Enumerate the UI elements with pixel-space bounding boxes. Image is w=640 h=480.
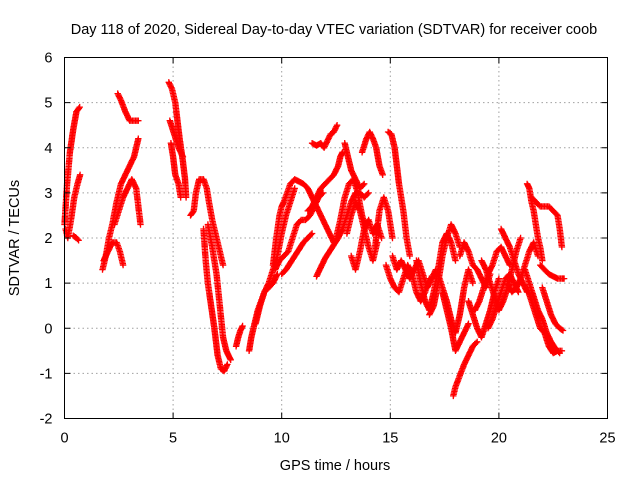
- data-point: [75, 237, 82, 244]
- data-point: [482, 265, 489, 272]
- data-point: [75, 105, 83, 112]
- data-point: [223, 362, 230, 369]
- data-point: [378, 234, 385, 242]
- data-point: [330, 128, 337, 136]
- data-point: [74, 235, 81, 243]
- x-tick-label: 0: [60, 431, 68, 447]
- x-tick-label: 10: [274, 431, 290, 447]
- data-point: [135, 135, 142, 142]
- data-point: [119, 261, 127, 269]
- data-point: [469, 279, 476, 287]
- data-point: [558, 243, 566, 251]
- data-point: [307, 231, 315, 238]
- data-point: [406, 252, 413, 260]
- data-point: [135, 117, 142, 124]
- data-point: [239, 322, 246, 330]
- data-point: [273, 272, 280, 279]
- x-tick-label: 25: [599, 431, 615, 447]
- data-point: [379, 171, 386, 178]
- y-tick-label: 5: [44, 96, 52, 112]
- y-tick-label: -2: [40, 412, 53, 428]
- y-tick-label: -1: [40, 366, 53, 382]
- data-point: [539, 257, 546, 264]
- data-point: [515, 288, 522, 296]
- data-point: [360, 181, 367, 189]
- data-point: [495, 275, 503, 282]
- axis-ticks: 0 5 10 15 20 25 -2 -1 0 1 2 3 4 5 6: [40, 51, 616, 447]
- data-point: [465, 320, 472, 327]
- data-point: [137, 221, 144, 228]
- data-point: [365, 189, 372, 197]
- data-point: [182, 194, 190, 201]
- y-tick-label: 2: [44, 231, 52, 247]
- data-point: [474, 338, 481, 345]
- data-point: [361, 180, 368, 187]
- data-point: [560, 275, 568, 282]
- data-point: [451, 229, 458, 236]
- x-tick-label: 15: [382, 431, 398, 447]
- x-tick-label: 20: [491, 431, 507, 447]
- data-point: [505, 242, 513, 249]
- x-axis-label: GPS time / hours: [280, 458, 390, 474]
- plot-area-border: [64, 57, 608, 419]
- data-point: [76, 103, 83, 111]
- data-point: [364, 190, 371, 198]
- y-tick-label: 4: [44, 141, 52, 157]
- data-point: [264, 281, 272, 288]
- data-point: [76, 171, 84, 178]
- data-point: [333, 122, 341, 129]
- data-point: [559, 327, 567, 334]
- chart-title: Day 118 of 2020, Sidereal Day-to-day VTE…: [71, 22, 598, 38]
- y-tick-label: 6: [44, 51, 52, 67]
- data-point: [333, 123, 340, 130]
- y-tick-label: 3: [44, 186, 52, 202]
- data-point: [472, 339, 480, 347]
- data-point: [179, 153, 187, 160]
- data-point: [227, 356, 234, 363]
- data-point: [291, 185, 298, 192]
- data-point: [117, 95, 124, 103]
- data-point: [308, 230, 316, 237]
- y-tick-label: 1: [44, 276, 52, 292]
- x-tick-label: 5: [169, 431, 177, 447]
- data-point: [219, 261, 227, 269]
- data-point: [452, 257, 459, 264]
- data-points: [61, 79, 568, 400]
- data-point: [177, 194, 184, 201]
- y-axis-label: SDTVAR / TECUs: [7, 180, 23, 296]
- y-tick-label: 0: [44, 321, 52, 337]
- data-point: [475, 299, 482, 306]
- data-point: [517, 234, 524, 242]
- data-point: [558, 326, 566, 333]
- data-point: [224, 361, 231, 368]
- data-point: [389, 234, 396, 242]
- data-point: [558, 347, 566, 354]
